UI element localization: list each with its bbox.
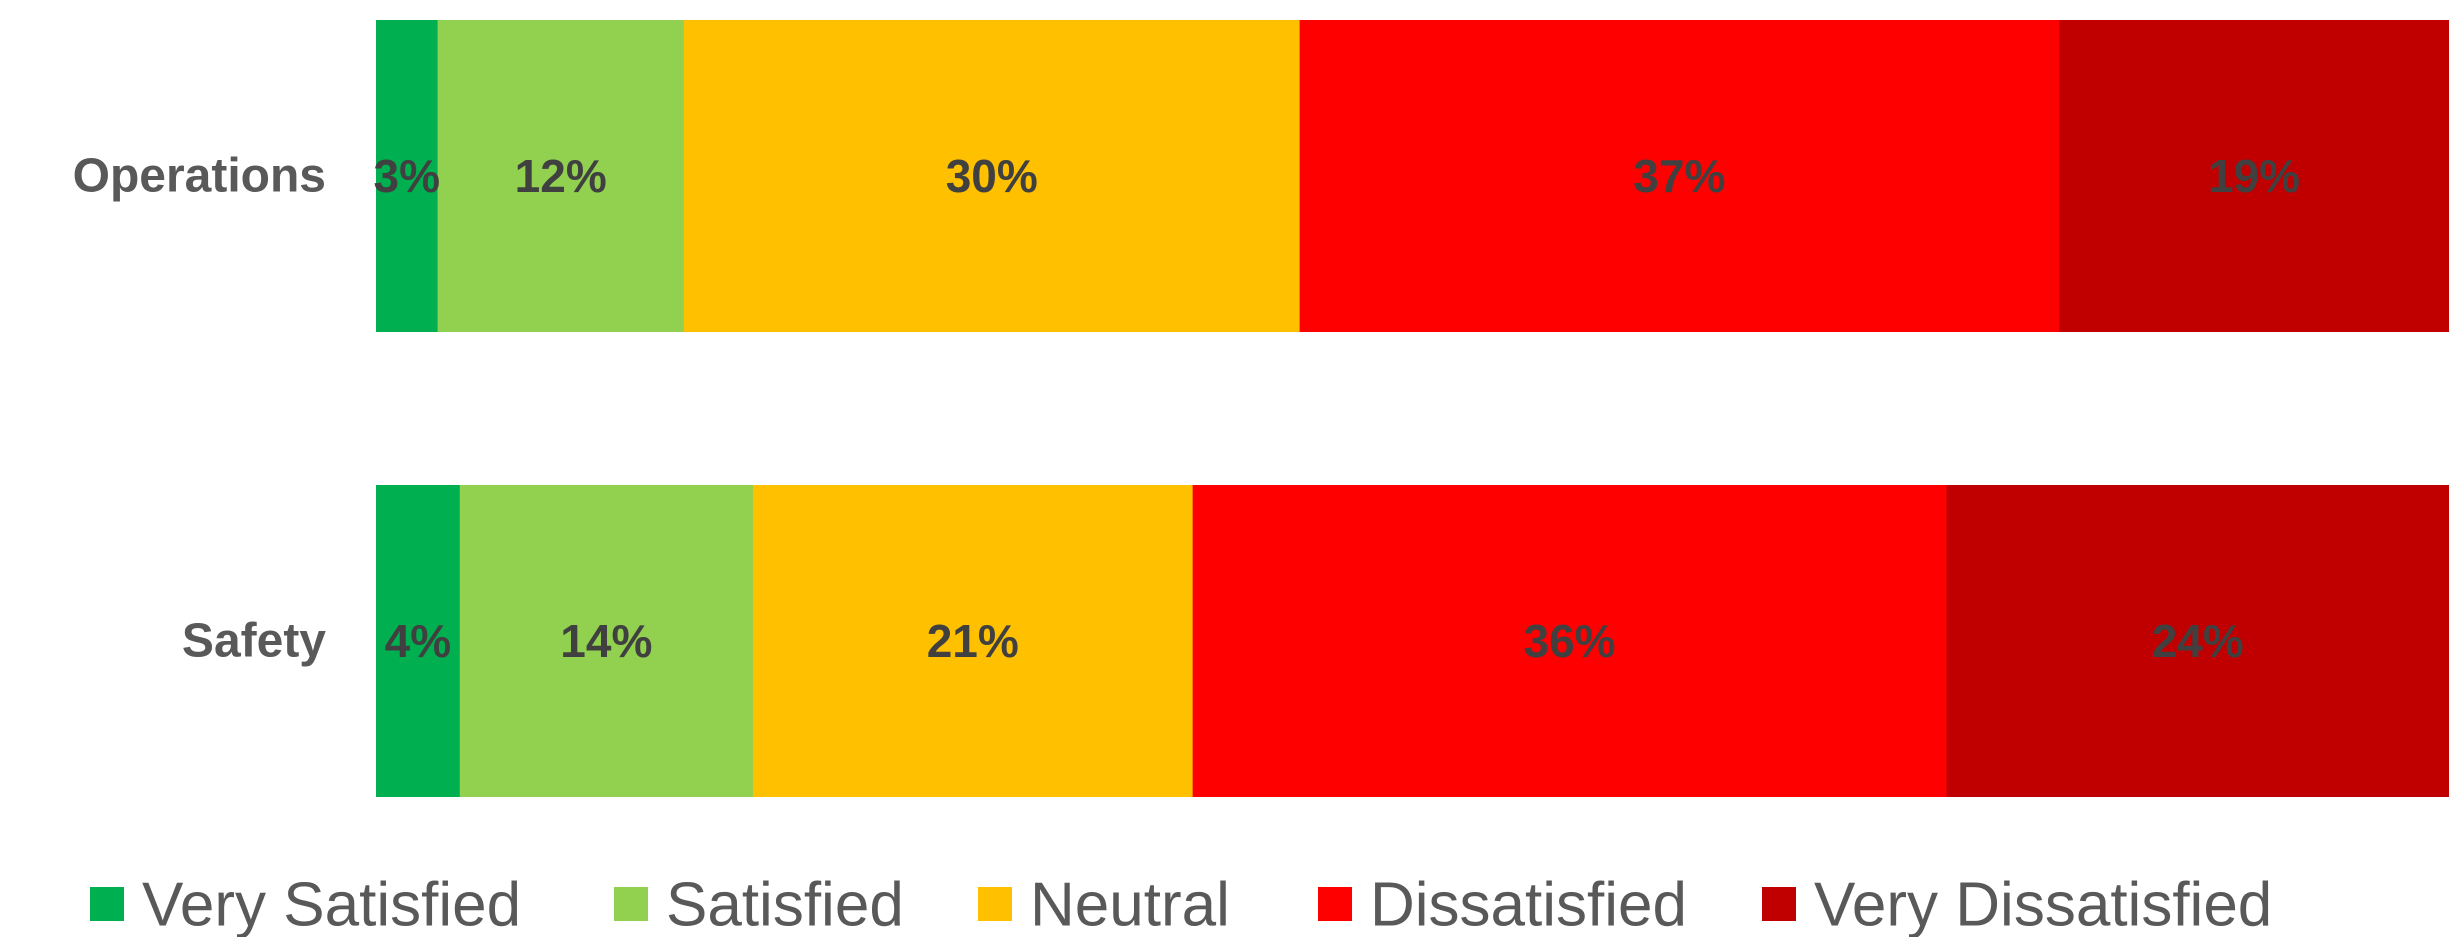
data-label-safety-satisfied: 14% — [560, 615, 652, 667]
bar-segment-safety-satisfied — [459, 485, 754, 797]
legend-label-very-satisfied: Very Satisfied — [142, 871, 521, 937]
bars-layer — [376, 20, 2449, 797]
legend-label-very-dissatisfied: Very Dissatisfied — [1814, 871, 2272, 937]
data-label-operations-satisfied: 12% — [515, 150, 607, 202]
data-label-safety-neutral: 21% — [927, 615, 1019, 667]
data-label-safety-dissatisfied: 36% — [1524, 615, 1616, 667]
category-label-safety: Safety — [182, 615, 326, 668]
bar-segment-operations-very-dissatisfied — [2059, 20, 2449, 332]
legend: Very Satisfied Satisfied Neutral Dissatisfi… — [90, 871, 2272, 937]
legend-label-neutral: Neutral — [1030, 871, 1230, 937]
legend-swatch-dissatisfied — [1318, 887, 1352, 921]
legend-swatch-very-dissatisfied — [1762, 887, 1796, 921]
bar-segment-safety-very-dissatisfied — [1946, 485, 2449, 797]
legend-swatch-neutral — [978, 887, 1012, 921]
category-label-operations: Operations — [73, 150, 326, 203]
legend-label-dissatisfied: Dissatisfied — [1370, 871, 1687, 937]
bar-segment-safety-dissatisfied — [1192, 485, 1947, 797]
legend-item-satisfied: Satisfied — [614, 871, 904, 937]
bar-segment-operations-neutral — [683, 20, 1301, 332]
legend-swatch-very-satisfied — [90, 887, 124, 921]
category-axis: Operations Safety — [73, 150, 327, 668]
data-label-safety-very-satisfied: 4% — [385, 615, 451, 667]
bar-segment-safety-very-satisfied — [376, 485, 461, 797]
legend-item-neutral: Neutral — [978, 871, 1230, 937]
data-label-operations-neutral: 30% — [946, 150, 1038, 202]
bar-segment-operations-dissatisfied — [1299, 20, 2060, 332]
bar-segment-safety-neutral — [752, 485, 1194, 797]
legend-item-very-satisfied: Very Satisfied — [90, 871, 521, 937]
data-labels-layer: 3% 12% 30% 37% 19% 4% 14% 21% 36% 24% — [374, 150, 2301, 667]
bar-segment-operations-satisfied — [437, 20, 685, 332]
data-label-operations-dissatisfied: 37% — [1633, 150, 1725, 202]
data-label-operations-very-satisfied: 3% — [374, 150, 440, 202]
data-label-safety-very-dissatisfied: 24% — [2152, 615, 2244, 667]
legend-label-satisfied: Satisfied — [666, 871, 904, 937]
legend-item-dissatisfied: Dissatisfied — [1318, 871, 1687, 937]
legend-swatch-satisfied — [614, 887, 648, 921]
bar-segment-operations-very-satisfied — [376, 20, 439, 332]
data-label-operations-very-dissatisfied: 19% — [2208, 150, 2300, 202]
legend-item-very-dissatisfied: Very Dissatisfied — [1762, 871, 2272, 937]
